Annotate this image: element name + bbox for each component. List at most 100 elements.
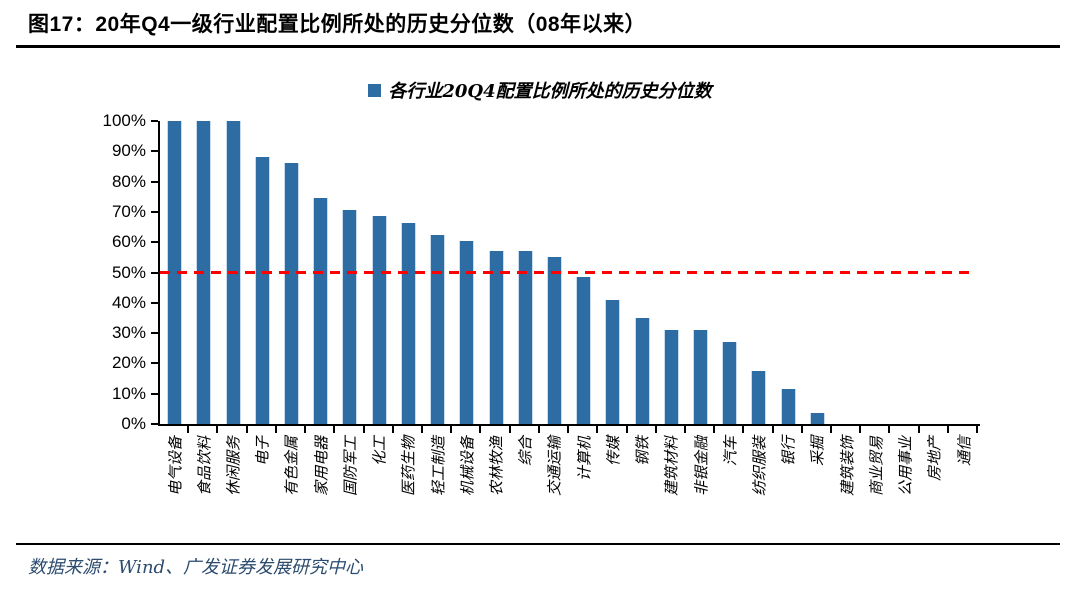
x-label-cell: 非银金融 <box>686 434 715 546</box>
x-tick-mark <box>365 426 394 433</box>
bar-slot <box>598 121 627 424</box>
x-label-cell: 采掘 <box>803 434 832 546</box>
x-tick-mark <box>189 426 219 433</box>
x-label-cell: 银行 <box>774 434 803 546</box>
x-tick-mark <box>803 426 833 433</box>
x-tick-mark <box>394 426 423 433</box>
y-tick-mark <box>151 120 158 122</box>
bar-slot <box>248 121 277 424</box>
y-tick-label: 10% <box>111 383 146 403</box>
x-category-label: 商业贸易 <box>867 436 886 497</box>
x-label-cell: 有色金属 <box>277 434 306 546</box>
x-category-label: 建筑材料 <box>662 436 681 497</box>
x-category-label: 休闲服务 <box>224 436 243 497</box>
x-category-label: 纺织服装 <box>750 436 769 497</box>
bar-slot <box>686 121 715 424</box>
x-tick-mark <box>628 426 657 433</box>
x-label-cell: 家用电器 <box>306 434 335 546</box>
y-tick-label: 70% <box>111 201 146 221</box>
x-category-label: 电气设备 <box>166 436 185 497</box>
x-axis-category-labels: 电气设备 食品饮料 休闲服务 电子 有色金属 家用电器 国防军工 化工 医药生物 轻工制造 机械设备… <box>160 434 978 546</box>
x-axis-ticks <box>160 426 979 433</box>
source-rule <box>16 543 1060 545</box>
bar-slot <box>423 121 452 424</box>
x-category-label: 非银金融 <box>692 436 711 497</box>
bar-slot <box>715 121 744 424</box>
y-tick-label: 100% <box>102 111 146 130</box>
legend-label: 各行业20Q4配置比例所处的历史分位数 <box>388 81 712 102</box>
x-tick-mark <box>861 426 891 433</box>
x-tick-mark <box>715 426 745 433</box>
bar-医药生物 <box>400 222 416 424</box>
bar-综合 <box>517 251 533 424</box>
bar-传媒 <box>605 299 621 424</box>
x-label-cell: 休闲服务 <box>218 434 247 546</box>
x-label-cell: 纺织服装 <box>744 434 773 546</box>
y-axis-ticks <box>151 120 158 425</box>
x-category-label: 综合 <box>516 436 535 467</box>
bar-钢铁 <box>634 317 650 424</box>
bar-采掘 <box>809 413 825 424</box>
x-category-label: 食品饮料 <box>195 436 214 497</box>
x-label-cell: 通信 <box>949 434 978 546</box>
x-label-cell: 公用事业 <box>890 434 919 546</box>
x-label-cell: 商业贸易 <box>861 434 890 546</box>
x-category-label: 国防军工 <box>341 436 360 497</box>
x-category-label: 化工 <box>370 436 389 467</box>
y-tick-label: 0% <box>121 414 146 433</box>
x-label-cell: 机械设备 <box>452 434 481 546</box>
bar-slot <box>803 121 832 424</box>
bar-slot <box>657 121 686 424</box>
bar-slot <box>628 121 657 424</box>
x-tick-mark <box>306 426 336 433</box>
bar-电子 <box>254 157 270 424</box>
y-tick-label: 80% <box>111 171 146 191</box>
x-category-label: 房地产 <box>925 436 944 482</box>
bar-slot <box>277 121 306 424</box>
y-tick-mark <box>151 301 158 304</box>
x-tick-mark <box>540 426 570 433</box>
x-tick-mark <box>511 426 540 433</box>
x-category-label: 采掘 <box>808 436 827 467</box>
x-label-cell: 房地产 <box>920 434 949 546</box>
x-category-label: 机械设备 <box>458 436 477 497</box>
x-tick-mark <box>248 426 277 433</box>
y-tick-label: 30% <box>111 323 146 343</box>
x-category-label: 有色金属 <box>282 436 301 497</box>
x-tick-mark <box>832 426 862 433</box>
y-tick-mark <box>151 392 158 395</box>
bar-化工 <box>371 216 387 424</box>
y-axis-line <box>158 121 160 426</box>
bar-slot <box>452 121 481 424</box>
x-axis-line <box>158 424 980 426</box>
x-category-label: 家用电器 <box>312 436 331 497</box>
y-tick-mark <box>151 362 158 365</box>
x-label-cell: 钢铁 <box>628 434 657 546</box>
bar-建筑材料 <box>663 330 679 424</box>
x-label-cell: 交通运输 <box>540 434 569 546</box>
data-source-text: 数据来源：Wind、广发证券发展研究中心 <box>28 557 364 578</box>
y-axis-tick-labels: 100% 90% 80% 70% 60% 50% 40% 30% 20% 10% 0% <box>60 111 146 433</box>
bar-slot <box>744 121 773 424</box>
x-tick-mark <box>890 426 920 433</box>
title-rule <box>16 45 1060 48</box>
x-tick-mark <box>744 426 774 433</box>
x-tick-mark <box>569 426 599 433</box>
y-tick-mark <box>151 271 158 274</box>
x-category-label: 建筑装饰 <box>838 436 857 497</box>
y-tick-mark <box>151 210 158 213</box>
x-category-label: 通信 <box>955 436 974 467</box>
bar-农林牧渔 <box>488 251 504 424</box>
bar-slot <box>365 121 394 424</box>
bar-slot <box>481 121 510 424</box>
x-tick-mark <box>218 426 248 433</box>
x-tick-mark <box>686 426 716 433</box>
x-tick-mark <box>452 426 482 433</box>
x-tick-mark <box>774 426 803 433</box>
x-category-label: 农林牧渔 <box>487 436 506 497</box>
bar-slot <box>540 121 569 424</box>
x-tick-mark <box>277 426 307 433</box>
x-category-label: 医药生物 <box>399 436 418 497</box>
bar-家用电器 <box>313 198 329 424</box>
